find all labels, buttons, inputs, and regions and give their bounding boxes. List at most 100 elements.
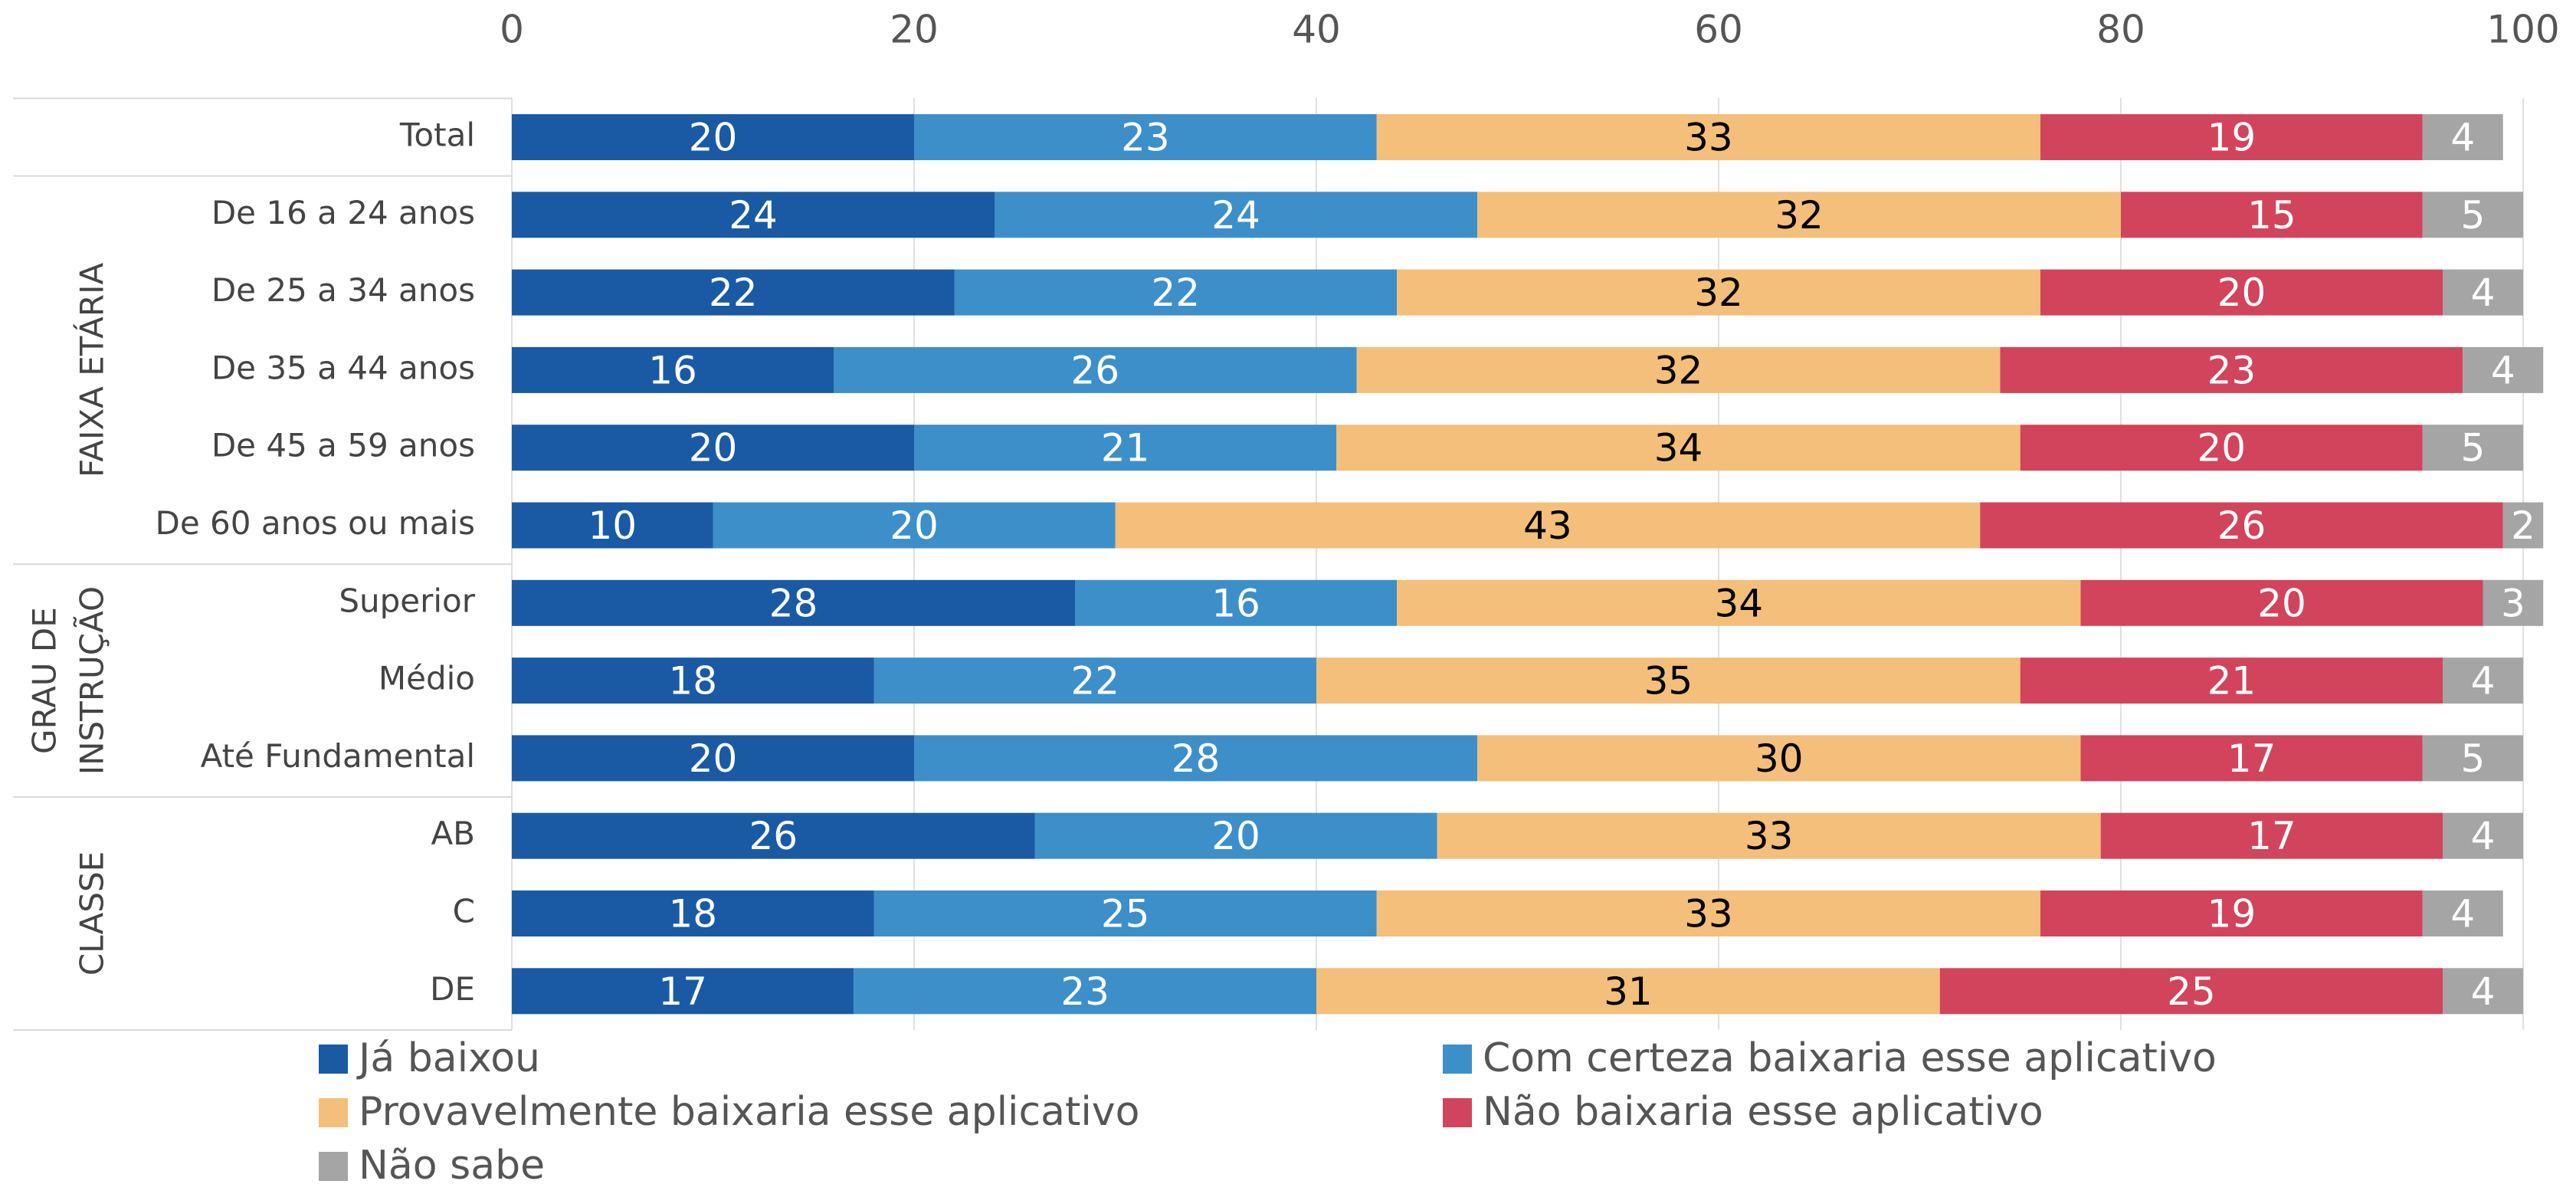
bar-segment bbox=[512, 579, 1075, 626]
bar-segment bbox=[2100, 812, 2443, 859]
data-label: 5 bbox=[2460, 426, 2485, 471]
data-label: 25 bbox=[2167, 969, 2216, 1014]
bar-segment bbox=[2502, 502, 2544, 549]
data-label: 10 bbox=[588, 503, 637, 548]
bar-segment bbox=[512, 269, 955, 316]
data-label: 23 bbox=[2207, 348, 2256, 392]
data-label: 26 bbox=[2217, 503, 2266, 548]
data-label: 24 bbox=[1211, 193, 1260, 238]
bar-segment bbox=[914, 114, 1377, 160]
data-label: 20 bbox=[689, 736, 738, 781]
x-tick-label: 100 bbox=[2486, 8, 2559, 52]
bar-segment bbox=[1316, 658, 2020, 704]
data-label: 17 bbox=[2247, 814, 2296, 858]
data-label: 32 bbox=[1694, 271, 1743, 315]
data-label: 5 bbox=[2460, 193, 2485, 238]
legend-swatch bbox=[319, 1098, 348, 1127]
data-label: 20 bbox=[2197, 426, 2246, 471]
bar-segment bbox=[2422, 114, 2503, 160]
data-label: 19 bbox=[2207, 892, 2256, 936]
bar-segment bbox=[2080, 579, 2483, 626]
bar-segment bbox=[512, 968, 854, 1015]
legend-swatch bbox=[1443, 1045, 1472, 1074]
bar-segment bbox=[1376, 890, 2040, 936]
data-label: 22 bbox=[1070, 659, 1119, 704]
data-label: 18 bbox=[668, 892, 717, 936]
x-tick-label: 20 bbox=[890, 8, 939, 52]
bar-segment bbox=[1397, 269, 2040, 316]
data-label: 20 bbox=[1211, 814, 1260, 858]
bar-segment bbox=[1477, 192, 2121, 238]
bar-segment bbox=[2443, 658, 2523, 704]
bar-segment bbox=[2422, 425, 2523, 471]
y-tick-label: Até Fundamental bbox=[201, 737, 475, 775]
bar-segment bbox=[873, 890, 1377, 936]
bar-segment bbox=[2443, 812, 2523, 859]
legend-label: Provavelmente baixaria esse aplicativo bbox=[359, 1089, 1139, 1135]
y-tick-label: Total bbox=[399, 116, 475, 154]
bar-segment bbox=[2422, 192, 2523, 238]
bar-segment bbox=[512, 812, 1035, 859]
data-label: 22 bbox=[709, 271, 758, 315]
bar-segment bbox=[2121, 192, 2423, 238]
y-tick-label: AB bbox=[431, 815, 475, 852]
data-label: 21 bbox=[1101, 426, 1150, 471]
data-label: 28 bbox=[1172, 736, 1221, 781]
group-label: FAIXA ETÁRIA bbox=[73, 263, 111, 478]
data-label: 18 bbox=[668, 659, 717, 704]
bar-segment bbox=[1397, 579, 2081, 626]
legend-swatch bbox=[319, 1152, 348, 1181]
data-label: 30 bbox=[1755, 736, 1804, 781]
legend-label: Já baixou bbox=[356, 1035, 540, 1081]
data-label: 34 bbox=[1714, 581, 1763, 625]
data-label: 4 bbox=[2450, 892, 2475, 936]
bar-segment bbox=[914, 735, 1477, 782]
data-label: 24 bbox=[729, 193, 778, 238]
y-tick-label: De 60 anos ou mais bbox=[156, 504, 475, 542]
bar-segment bbox=[995, 192, 1477, 238]
bar-segment bbox=[2020, 425, 2423, 471]
bar-segment bbox=[512, 502, 713, 549]
data-label: 20 bbox=[890, 503, 939, 548]
data-label: 16 bbox=[1211, 581, 1260, 625]
data-label: 5 bbox=[2460, 736, 2485, 781]
legend-label: Não baixaria esse aplicativo bbox=[1483, 1089, 2043, 1135]
data-label: 20 bbox=[2217, 271, 2266, 315]
bar-segment bbox=[854, 968, 1316, 1015]
bar-segment bbox=[1115, 502, 1981, 549]
bar-segment bbox=[954, 269, 1397, 316]
bar-segment bbox=[1034, 812, 1437, 859]
data-label: 4 bbox=[2471, 271, 2496, 315]
data-label: 19 bbox=[2207, 116, 2256, 160]
data-label: 21 bbox=[2207, 659, 2256, 704]
bar-segment bbox=[1980, 502, 2503, 549]
bar-segment bbox=[2443, 269, 2523, 316]
data-label: 22 bbox=[1151, 271, 1200, 315]
y-tick-label: De 45 a 59 anos bbox=[211, 427, 475, 464]
data-label: 31 bbox=[1604, 969, 1653, 1014]
legend-label: Com certeza baixaria esse aplicativo bbox=[1483, 1035, 2217, 1081]
data-label: 16 bbox=[648, 348, 697, 392]
bar-segment bbox=[2040, 890, 2423, 936]
data-label: 2 bbox=[2511, 503, 2535, 548]
bar-segment bbox=[2463, 346, 2544, 393]
bar-segment bbox=[1075, 579, 1397, 626]
bar-segment bbox=[512, 890, 874, 936]
data-label: 17 bbox=[658, 969, 707, 1014]
legend-swatch bbox=[319, 1045, 348, 1074]
data-label: 34 bbox=[1654, 426, 1703, 471]
y-tick-label: DE bbox=[430, 970, 475, 1008]
x-tick-label: 40 bbox=[1292, 8, 1341, 52]
bar-segment bbox=[2040, 269, 2443, 316]
bar-segment bbox=[2020, 658, 2443, 704]
bar-segment bbox=[2422, 735, 2523, 782]
data-label: 28 bbox=[769, 581, 818, 625]
bar-segment bbox=[1437, 812, 2101, 859]
bar-segment bbox=[512, 735, 914, 782]
legend-swatch bbox=[1443, 1098, 1472, 1127]
data-label: 20 bbox=[689, 426, 738, 471]
data-label: 4 bbox=[2450, 116, 2475, 160]
bar-segment bbox=[713, 502, 1116, 549]
data-label: 15 bbox=[2247, 193, 2296, 238]
